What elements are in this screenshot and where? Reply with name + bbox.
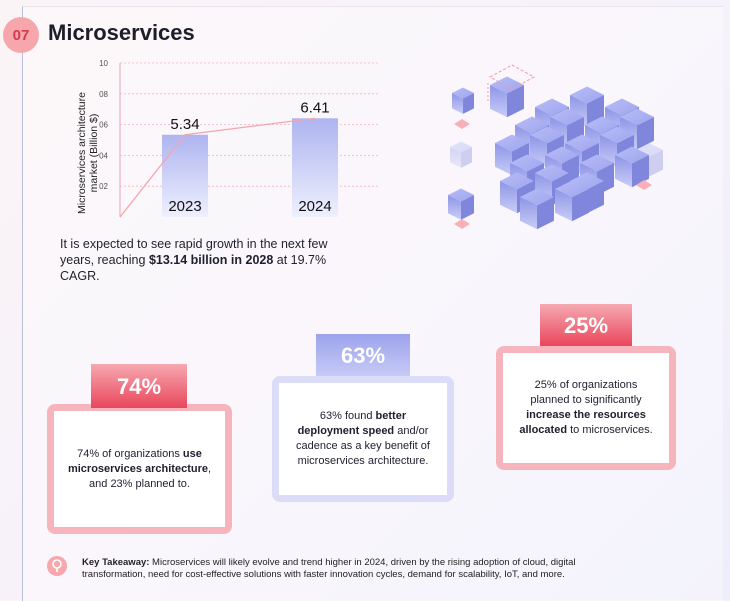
chart-y-axis-label: Microservices architecture market (Billi…	[76, 92, 100, 214]
cube-shape	[615, 146, 649, 188]
stat-card-74: 74% of organizations use microservices a…	[47, 364, 232, 534]
x-tick-label: 2023	[168, 198, 201, 215]
y-tick-label: 04	[99, 151, 108, 160]
cube-shape	[490, 76, 524, 118]
description-highlight: $13.14 billion in 2028	[148, 253, 274, 267]
card-text: 25% of organizations planned to signific…	[519, 379, 653, 436]
key-takeaway-label: Key Takeaway:	[82, 557, 150, 568]
market-chart: Microservices architecture market (Billi…	[52, 55, 392, 235]
y-tick-label: 08	[99, 90, 108, 99]
description-text-2: at 19.7% CAGR.	[60, 253, 327, 283]
key-takeaway: Key Takeaway: Microservices will likely …	[82, 557, 622, 581]
chart-svg: 10 08 06 04 02 5.34 2023 6.41 2024	[99, 59, 380, 218]
cubes-illustration	[448, 64, 663, 230]
cube-shape	[555, 180, 589, 222]
cube-shape	[450, 141, 472, 168]
lightbulb-icon	[47, 556, 67, 576]
cube-shape	[520, 188, 554, 230]
stat-card-63: 63% found better deployment speed and/or…	[272, 334, 454, 502]
bar-2023	[162, 134, 208, 217]
card-text: 74% of organizations use microservices a…	[67, 447, 212, 490]
stat-card-25: 25% of organizations planned to signific…	[496, 304, 676, 470]
description-text-1: It is expected to see rapid growth in th…	[60, 237, 328, 267]
y-tick-label: 10	[99, 59, 108, 68]
page-title: Microservices	[48, 20, 195, 45]
key-takeaway-text: Microservices will likely evolve and tre…	[82, 557, 576, 580]
card-text: 63% found better deployment speed and/or…	[296, 410, 430, 467]
percent-badge: 25%	[540, 304, 632, 346]
percent-badge: 74%	[91, 364, 187, 408]
card-body: 25% of organizations planned to signific…	[503, 353, 669, 463]
bar-2024	[292, 118, 338, 217]
percent-badge: 63%	[316, 334, 410, 376]
cube-shape	[448, 188, 474, 220]
data-label: 6.41	[300, 99, 329, 116]
trend-line	[119, 117, 316, 218]
x-tick-label: 2024	[298, 198, 331, 215]
card-body: 74% of organizations use microservices a…	[54, 411, 225, 527]
y-tick-label: 06	[99, 121, 108, 130]
card-body: 63% found better deployment speed and/or…	[279, 383, 447, 495]
data-label: 5.34	[170, 116, 199, 133]
y-tick-label: 02	[99, 182, 108, 191]
growth-description: It is expected to see rapid growth in th…	[60, 236, 360, 284]
cube-shape	[452, 87, 474, 114]
section-number-badge: 07	[3, 17, 39, 53]
